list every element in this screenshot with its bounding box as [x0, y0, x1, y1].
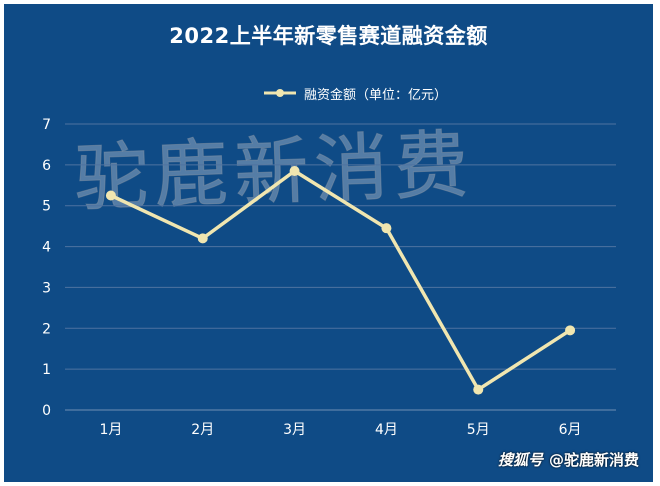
- footer-account: @驼鹿新消费: [548, 451, 639, 469]
- series-line: [110, 169, 572, 392]
- x-tick-labels: 1月 2月 3月 4月 5月 6月: [99, 422, 581, 438]
- x-tick-label: 5月: [467, 422, 490, 438]
- y-tick-label: 3: [42, 280, 51, 296]
- legend-line-marker: [264, 89, 296, 97]
- y-tick-labels: 0 1 2 3 4 5 6 7: [42, 117, 51, 419]
- y-tick-label: 4: [42, 240, 51, 256]
- data-point: [473, 384, 484, 395]
- data-point: [289, 165, 300, 176]
- legend-label: 融资金额（单位：亿元）: [304, 87, 448, 103]
- grid-lines: [65, 123, 616, 411]
- data-point: [565, 325, 576, 336]
- data-points: [105, 165, 576, 395]
- x-tick-label: 1月: [99, 422, 122, 438]
- x-tick-label: 6月: [559, 422, 582, 438]
- x-tick-label: 3月: [283, 422, 306, 438]
- legend: 融资金额（单位：亿元）: [262, 82, 447, 104]
- sohu-logo: 搜狐号: [497, 451, 543, 469]
- y-tick-label: 0: [42, 403, 51, 419]
- x-tick-label: 2月: [191, 422, 214, 438]
- footer-credit: 搜狐号 @驼鹿新消费: [498, 449, 639, 470]
- line-chart-plot: 0 1 2 3 4 5 6 7 1月 2月 3月 4月 5月 6月: [42, 117, 616, 438]
- x-tick-label: 4月: [375, 422, 398, 438]
- y-tick-label: 5: [42, 199, 51, 215]
- y-tick-label: 6: [42, 158, 51, 174]
- chart-title: 2022上半年新零售赛道融资金额: [169, 24, 488, 48]
- y-tick-label: 2: [42, 321, 51, 337]
- data-point: [381, 223, 392, 234]
- y-tick-label: 7: [42, 117, 51, 133]
- y-tick-label: 1: [42, 362, 51, 378]
- data-point: [197, 233, 208, 244]
- data-point: [105, 190, 116, 201]
